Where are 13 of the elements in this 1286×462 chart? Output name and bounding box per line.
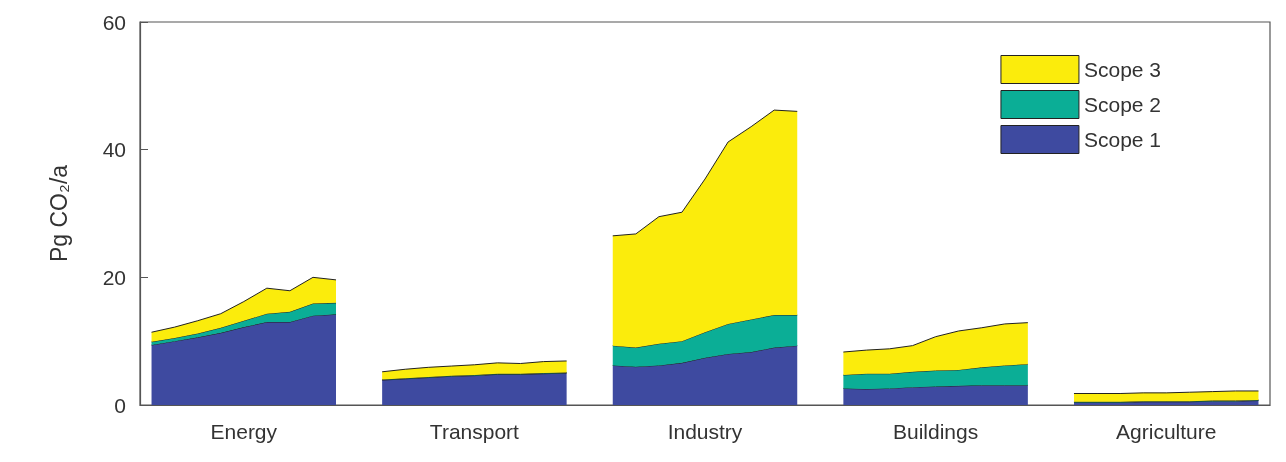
legend-label: Scope 3 (1083, 58, 1161, 81)
x-tick-label: Transport (429, 420, 520, 443)
x-tick-label: Buildings (892, 420, 979, 443)
y-tick-label: 60 (102, 10, 126, 34)
x-tick-label: Energy (210, 420, 278, 443)
legend-label: Scope 1 (1083, 128, 1161, 151)
legend-label: Scope 2 (1083, 93, 1161, 116)
y-tick-label: 0 (114, 393, 126, 417)
x-tick-label: Agriculture (1116, 420, 1217, 443)
y-tick-label: 20 (102, 265, 126, 289)
y-axis-title: Pg CO₂/a (45, 164, 72, 263)
y-tick-label: 40 (102, 138, 126, 162)
x-tick-label: Industry (667, 420, 743, 443)
